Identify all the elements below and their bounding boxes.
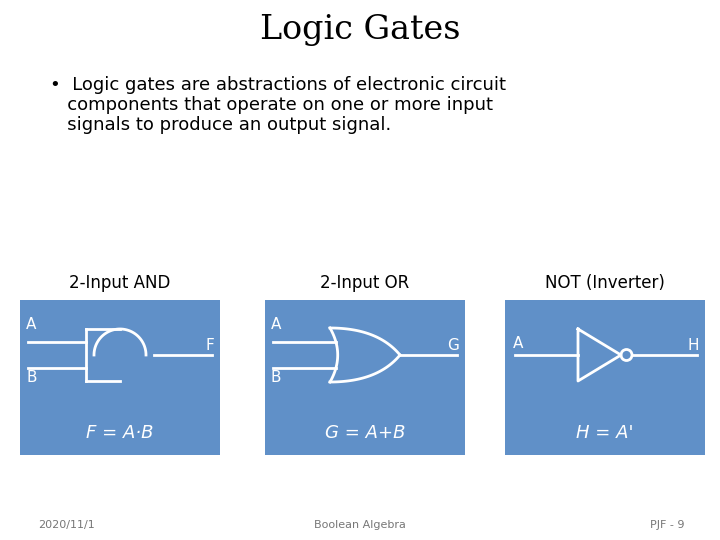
Text: F = A·B: F = A·B [86,424,154,442]
Text: H = A': H = A' [576,424,634,442]
Text: signals to produce an output signal.: signals to produce an output signal. [50,116,391,134]
Text: •  Logic gates are abstractions of electronic circuit: • Logic gates are abstractions of electr… [50,76,506,94]
Text: Boolean Algebra: Boolean Algebra [314,520,406,530]
Text: G: G [447,338,459,353]
Text: B: B [26,370,37,385]
Text: G = A+B: G = A+B [325,424,405,442]
Bar [265,300,465,455]
Text: H: H [688,338,699,353]
Text: A: A [513,336,523,351]
Text: A: A [271,317,282,332]
Bar [505,300,705,455]
Text: A: A [26,317,37,332]
Text: components that operate on one or more input: components that operate on one or more i… [50,96,493,114]
Text: NOT (Inverter): NOT (Inverter) [545,274,665,292]
Text: Logic Gates: Logic Gates [260,14,460,46]
Text: B: B [271,370,282,385]
Text: F: F [205,338,214,353]
Text: 2-Input AND: 2-Input AND [69,274,171,292]
Text: 2020/11/1: 2020/11/1 [38,520,95,530]
Text: 2-Input OR: 2-Input OR [320,274,410,292]
Bar [20,300,220,455]
Text: PJF - 9: PJF - 9 [650,520,685,530]
